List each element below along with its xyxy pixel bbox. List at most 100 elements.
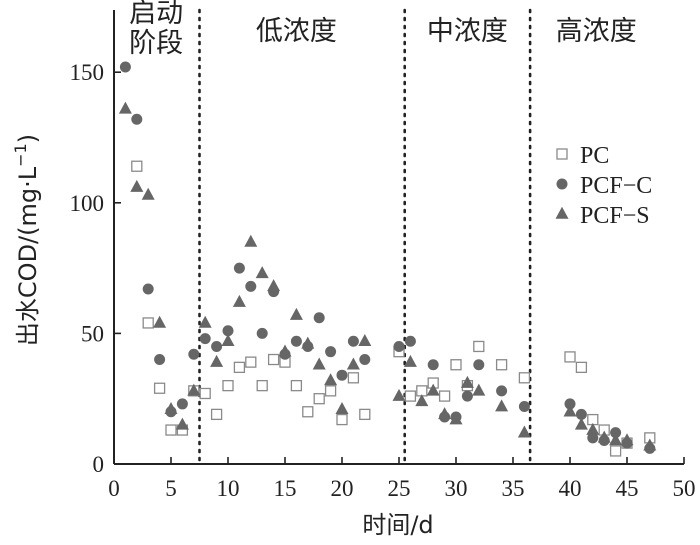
point-triangle xyxy=(232,294,246,307)
stage-dividers xyxy=(198,8,532,466)
point-triangle xyxy=(415,394,429,407)
point-triangle xyxy=(460,375,474,388)
point-square-open xyxy=(324,385,337,397)
point-triangle xyxy=(403,354,417,367)
point-square-open xyxy=(313,393,325,405)
point-circle xyxy=(518,401,530,413)
point-triangle xyxy=(495,399,509,412)
point-circle xyxy=(347,335,359,347)
point-triangle xyxy=(586,422,600,435)
point-square-open xyxy=(438,390,451,402)
point-circle xyxy=(610,427,622,439)
point-circle xyxy=(245,280,257,292)
point-circle xyxy=(176,398,188,410)
legend-marker-triangle xyxy=(555,206,569,219)
point-square-open xyxy=(404,390,417,402)
x-tick-label: 20 xyxy=(331,476,354,501)
point-circle xyxy=(199,333,211,345)
y-tick-label: 0 xyxy=(93,452,105,477)
point-square-open xyxy=(336,413,348,426)
point-square-open xyxy=(347,372,360,384)
series-triangle xyxy=(118,101,657,451)
point-triangle xyxy=(130,179,144,192)
point-circle xyxy=(233,262,245,274)
point-triangle xyxy=(153,315,167,328)
legend-label: PCF−S xyxy=(580,203,650,229)
point-triangle xyxy=(643,438,657,451)
point-triangle xyxy=(164,401,178,414)
point-triangle xyxy=(472,383,486,396)
point-triangle xyxy=(198,315,212,328)
point-square-open xyxy=(518,372,531,384)
x-tick-label: 50 xyxy=(673,476,696,501)
stage-label: 低浓度 xyxy=(256,16,337,47)
y-axis-title-main: 出水COD/(mg·L xyxy=(14,166,42,346)
point-square-open xyxy=(233,361,246,374)
point-triangle xyxy=(574,417,588,430)
point-circle xyxy=(211,340,223,352)
point-circle xyxy=(188,348,200,360)
y-tick-label: 50 xyxy=(81,321,104,346)
point-triangle xyxy=(175,417,189,430)
legend-marker-square-open xyxy=(556,148,568,160)
stage-label: 启动 xyxy=(129,0,183,29)
point-triangle xyxy=(221,334,235,347)
point-circle xyxy=(290,335,302,347)
x-tick-label: 45 xyxy=(616,476,639,501)
point-circle xyxy=(336,369,348,381)
x-tick-label: 15 xyxy=(274,476,297,501)
x-tick-label: 30 xyxy=(445,476,468,501)
point-triangle xyxy=(609,433,623,446)
point-square-open xyxy=(495,359,508,371)
x-tick-label: 5 xyxy=(165,476,177,501)
point-square-open xyxy=(210,408,223,421)
point-triangle xyxy=(210,354,224,367)
point-square-open xyxy=(359,408,371,421)
y-tick-label: 150 xyxy=(70,60,105,85)
point-square-open xyxy=(609,445,622,457)
point-triangle xyxy=(267,279,281,292)
point-circle xyxy=(473,359,485,371)
point-circle xyxy=(256,327,268,339)
y-tick-label: 100 xyxy=(70,191,105,216)
x-axis-title: 时间/d xyxy=(362,511,433,539)
point-square-open xyxy=(222,379,234,392)
point-triangle xyxy=(335,401,349,414)
point-circle xyxy=(142,283,154,295)
y-axis-title-close: ) xyxy=(14,134,42,143)
point-circle xyxy=(587,432,599,444)
stage-label: 阶段 xyxy=(129,28,183,59)
point-circle xyxy=(393,340,405,352)
point-triangle xyxy=(563,404,577,417)
point-square-open xyxy=(165,424,177,436)
tick-marks: 0 5 10 15 20 25 30 35 40 45 50 0 50 100 150 xyxy=(70,60,696,501)
point-triangle xyxy=(312,357,326,370)
point-square-open xyxy=(142,317,154,329)
point-triangle xyxy=(289,307,303,320)
point-triangle xyxy=(597,430,611,443)
y-axis-title-superscript: −1 xyxy=(11,143,30,167)
point-triangle xyxy=(187,383,201,396)
point-circle xyxy=(404,335,416,347)
point-triangle xyxy=(358,334,372,347)
point-triangle xyxy=(324,373,338,386)
point-circle xyxy=(427,359,439,371)
x-tick-label: 0 xyxy=(108,476,120,501)
point-triangle xyxy=(517,425,531,438)
point-triangle xyxy=(255,266,269,279)
point-circle xyxy=(154,354,166,366)
point-circle xyxy=(461,390,473,402)
point-triangle xyxy=(392,388,406,401)
x-tick-label: 25 xyxy=(388,476,411,501)
point-circle xyxy=(131,113,143,125)
y-axis-title: 出水COD/(mg·L−1) xyxy=(11,134,42,346)
point-square-open xyxy=(131,160,143,172)
point-triangle xyxy=(301,336,315,349)
point-square-open xyxy=(302,406,314,418)
legend-marker-circle xyxy=(556,178,568,190)
point-triangle xyxy=(449,412,463,425)
point-triangle xyxy=(244,234,258,247)
series-square-open xyxy=(131,160,656,457)
